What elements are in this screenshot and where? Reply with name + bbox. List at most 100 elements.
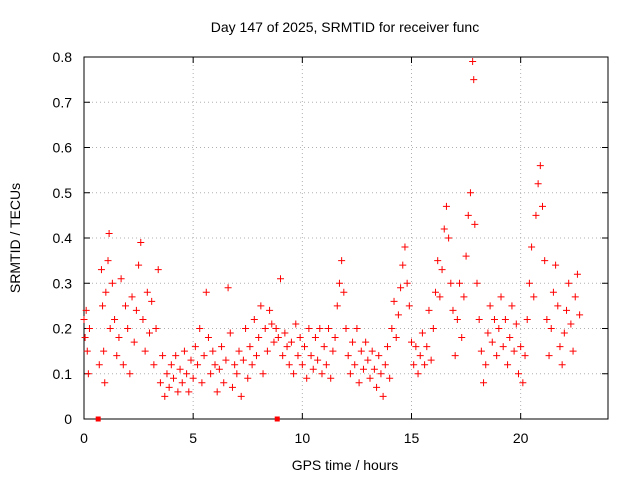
data-point — [180, 347, 188, 355]
data-point — [111, 315, 119, 323]
data-point — [427, 356, 435, 364]
data-point — [418, 329, 426, 337]
data-point — [185, 388, 193, 396]
data-point — [464, 211, 472, 219]
data-point — [246, 343, 254, 351]
data-point — [163, 370, 171, 378]
data-point — [220, 379, 228, 387]
data-point — [432, 288, 440, 296]
data-point — [318, 370, 326, 378]
data-point — [207, 370, 215, 378]
data-point — [329, 347, 337, 355]
data-point — [460, 293, 468, 301]
data-point — [119, 361, 127, 369]
data-point — [130, 338, 138, 346]
data-point — [137, 239, 145, 247]
data-point — [573, 270, 581, 278]
x-tick-label: 0 — [80, 430, 88, 446]
data-point — [101, 379, 109, 387]
data-point — [311, 334, 319, 342]
data-point — [194, 361, 202, 369]
data-point — [270, 338, 278, 346]
data-point — [132, 306, 140, 314]
data-point — [320, 343, 328, 351]
data-point — [102, 288, 110, 296]
data-point — [528, 243, 536, 251]
data-point — [525, 279, 533, 287]
data-point — [150, 361, 158, 369]
data-point — [204, 334, 212, 342]
data-point — [198, 379, 206, 387]
data-point — [156, 379, 164, 387]
data-point — [316, 325, 324, 332]
data-point — [80, 315, 88, 323]
data-point — [510, 347, 518, 355]
data-point — [307, 352, 315, 360]
data-point — [504, 361, 512, 369]
data-point — [259, 370, 267, 378]
data-point — [456, 279, 464, 287]
data-point — [257, 302, 265, 310]
data-point — [178, 379, 186, 387]
data-point — [346, 370, 354, 378]
data-point — [412, 343, 420, 351]
x-tick-label: 5 — [189, 430, 197, 446]
data-point — [447, 279, 455, 287]
data-point — [569, 347, 577, 355]
data-point — [213, 388, 221, 396]
data-point — [388, 325, 396, 332]
data-point — [305, 325, 313, 332]
data-point — [189, 374, 197, 382]
data-point — [490, 315, 498, 323]
data-point — [462, 252, 470, 260]
data-point — [386, 374, 394, 382]
data-point — [532, 211, 540, 219]
data-point — [287, 338, 295, 346]
data-point — [438, 266, 446, 274]
data-point — [534, 180, 542, 188]
data-point — [519, 379, 527, 387]
data-point — [480, 379, 488, 387]
data-point — [196, 325, 204, 332]
data-point — [242, 325, 250, 332]
data-point — [81, 334, 89, 342]
data-point — [414, 370, 422, 378]
data-point — [401, 243, 409, 251]
data-point — [523, 315, 531, 323]
data-point — [266, 306, 274, 314]
data-point — [565, 279, 573, 287]
data-point — [563, 306, 571, 314]
data-point — [285, 361, 293, 369]
data-point — [421, 361, 429, 369]
data-point — [466, 189, 474, 197]
data-point — [375, 352, 383, 360]
data-point — [224, 284, 232, 292]
data-point — [261, 325, 269, 332]
data-point — [191, 343, 199, 351]
data-point — [351, 361, 359, 369]
data-point — [408, 338, 415, 346]
data-point — [493, 352, 501, 360]
data-point — [370, 365, 378, 373]
data-point — [390, 297, 398, 305]
data-point — [154, 266, 162, 274]
data-point — [152, 325, 160, 332]
data-point — [543, 315, 551, 323]
data-point — [327, 374, 335, 382]
y-tick-label: 0 — [64, 411, 72, 427]
data-point — [99, 302, 107, 310]
data-point — [231, 361, 239, 369]
data-point — [349, 338, 357, 346]
data-point — [445, 234, 453, 242]
x-tick-label: 10 — [295, 430, 311, 446]
y-tick-label: 0.6 — [53, 140, 73, 156]
data-point — [355, 379, 363, 387]
data-point — [215, 365, 223, 373]
data-point — [82, 306, 90, 314]
data-point — [211, 361, 219, 369]
data-point — [226, 329, 234, 337]
data-point — [558, 361, 566, 369]
data-point — [484, 329, 492, 337]
data-point — [340, 288, 348, 296]
